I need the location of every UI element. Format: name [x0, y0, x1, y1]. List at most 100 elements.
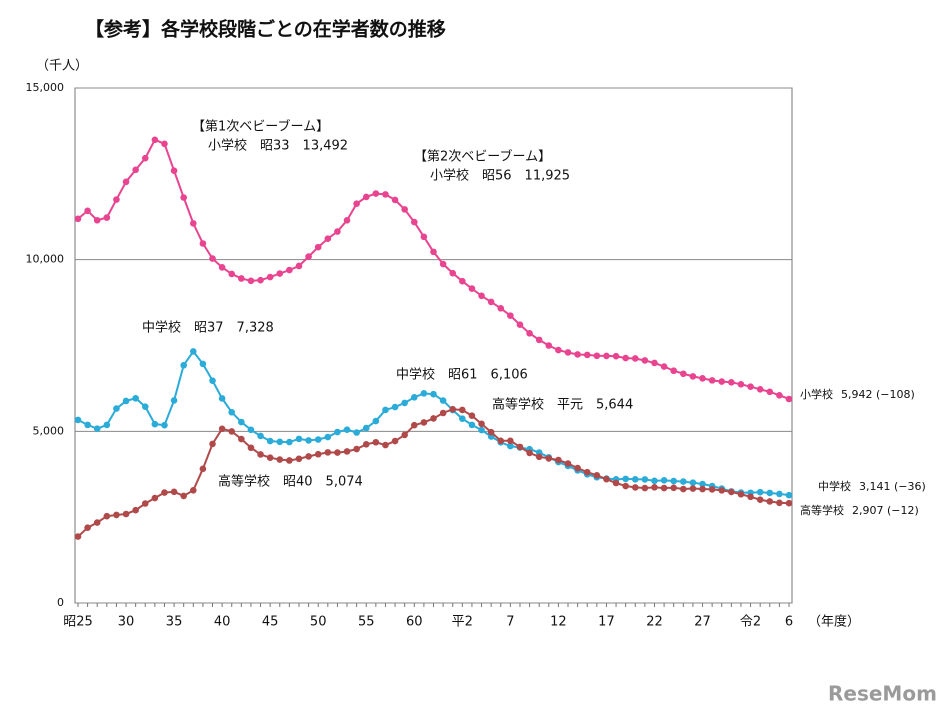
data-point: [103, 214, 111, 221]
data-point: [276, 270, 284, 277]
data-point: [74, 533, 82, 540]
data-point: [122, 510, 130, 518]
data-point: [747, 383, 754, 390]
data-point: [189, 220, 197, 227]
data-point: [334, 449, 341, 456]
data-point: [372, 190, 380, 197]
data-point: [516, 443, 524, 451]
data-point: [555, 456, 562, 464]
data-point: [401, 399, 408, 407]
annotation: 小学校 昭33 13,492: [208, 138, 348, 154]
data-point: [84, 421, 91, 429]
y-tick-label: 15,000: [26, 81, 65, 94]
data-point: [507, 437, 514, 445]
x-tick-label: 6: [785, 615, 793, 630]
data-point: [516, 321, 524, 329]
data-point: [660, 477, 668, 484]
data-point: [199, 465, 207, 473]
x-tick-label: 昭25: [63, 615, 93, 630]
data-point: [113, 511, 120, 519]
data-point: [314, 450, 322, 458]
series-label: 中学校: [818, 479, 851, 493]
y-tick-label: 5,000: [33, 424, 65, 437]
data-point: [776, 490, 783, 498]
data-point: [161, 489, 168, 496]
series-label: 高等学校: [800, 503, 844, 517]
data-point: [362, 441, 370, 448]
data-point: [238, 435, 245, 443]
data-point: [343, 448, 351, 455]
x-tick-label: 22: [646, 615, 663, 630]
data-point: [401, 431, 408, 439]
data-point: [218, 395, 226, 402]
data-point: [324, 433, 332, 441]
data-point: [353, 200, 360, 208]
data-point: [218, 264, 226, 271]
data-point: [468, 412, 476, 420]
data-point: [641, 484, 649, 492]
data-point: [622, 354, 629, 362]
data-point: [180, 361, 187, 369]
data-point: [314, 243, 322, 251]
data-point: [497, 437, 505, 445]
data-point: [574, 351, 581, 358]
data-point: [141, 154, 149, 162]
data-point: [382, 406, 389, 414]
data-point: [574, 464, 581, 472]
data-point: [670, 367, 678, 375]
data-point: [334, 428, 341, 436]
x-tick-label: 令2: [740, 615, 761, 630]
data-point: [257, 432, 264, 440]
data-point: [209, 440, 216, 448]
data-point: [747, 493, 754, 501]
data-point: [708, 377, 716, 384]
data-point: [305, 453, 312, 460]
data-point: [430, 248, 437, 256]
x-tick-label: 27: [694, 615, 711, 630]
data-point: [631, 484, 639, 491]
data-point: [170, 397, 178, 404]
x-tick-label: 35: [166, 615, 183, 630]
data-point: [718, 378, 726, 385]
data-point: [459, 415, 466, 422]
data-point: [478, 426, 485, 434]
data-point: [132, 166, 139, 174]
data-point: [209, 255, 216, 262]
data-point: [459, 406, 466, 414]
data-point: [535, 453, 543, 461]
data-point: [93, 425, 101, 433]
data-point: [708, 486, 716, 493]
data-point: [199, 240, 207, 247]
data-point: [132, 394, 139, 402]
data-point: [651, 477, 658, 485]
data-point: [170, 488, 178, 496]
data-point: [103, 512, 111, 520]
data-point: [680, 485, 687, 493]
data-point: [74, 416, 82, 424]
data-point: [622, 475, 629, 483]
data-point: [449, 269, 457, 277]
data-point: [122, 178, 130, 186]
x-tick-label: 7: [506, 615, 514, 630]
data-point: [276, 456, 284, 463]
y-tick-label: 0: [57, 596, 64, 609]
data-point: [305, 253, 312, 260]
data-point: [737, 381, 745, 388]
data-point: [189, 487, 197, 494]
data-point: [343, 426, 351, 433]
data-point: [430, 415, 437, 422]
data-point: [334, 228, 341, 235]
data-point: [141, 500, 149, 507]
data-point: [631, 475, 639, 483]
data-point: [430, 390, 437, 398]
data-point: [660, 484, 668, 492]
data-point: [776, 391, 783, 399]
data-point: [651, 484, 658, 491]
annotation: 中学校 昭61 6,106: [396, 367, 528, 383]
data-point: [228, 428, 236, 435]
data-point: [324, 449, 332, 456]
data-point: [420, 233, 428, 241]
data-point: [372, 438, 380, 446]
data-point: [189, 348, 197, 355]
data-point: [680, 478, 687, 485]
